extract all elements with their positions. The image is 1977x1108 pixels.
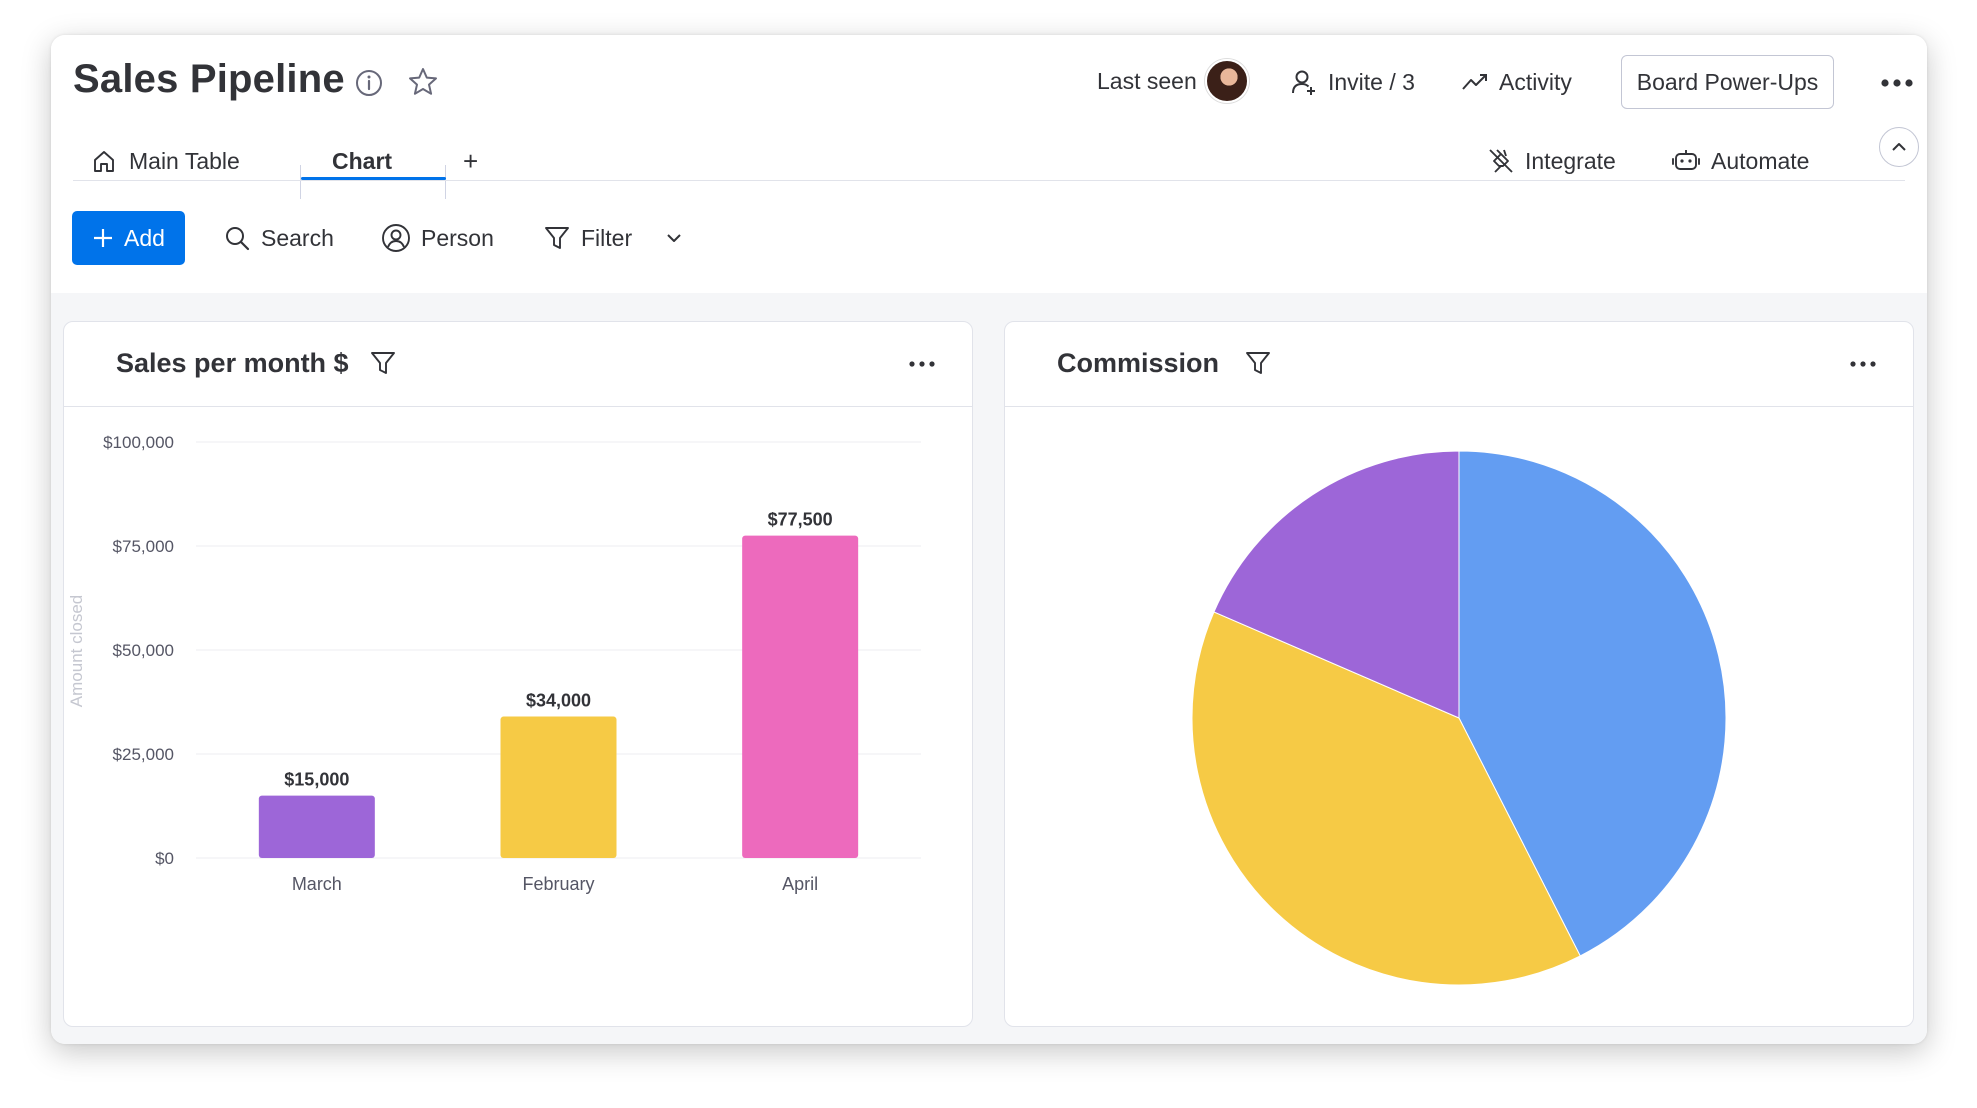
add-person-icon <box>1292 70 1315 95</box>
last-seen-label: Last seen <box>1097 67 1197 94</box>
widget-header: Sales per month $ <box>64 322 972 407</box>
y-tick-label: $75,000 <box>113 537 174 556</box>
filter-button[interactable]: Filter <box>543 218 632 258</box>
bar-february[interactable] <box>500 716 617 858</box>
activity-button[interactable]: Activity <box>1461 62 1572 102</box>
robot-icon <box>1672 150 1700 170</box>
pie-slice[interactable] <box>1213 450 1460 719</box>
search-button[interactable]: Search <box>223 218 334 258</box>
avatar[interactable] <box>1204 59 1249 103</box>
pie-slice[interactable] <box>1458 450 1727 957</box>
board-window: Sales Pipeline Last seen Invite / 3 Acti… <box>51 35 1927 1044</box>
person-filter-button[interactable]: Person <box>381 218 494 258</box>
invite-button[interactable]: Invite / 3 <box>1290 62 1415 102</box>
x-tick-label: February <box>522 874 594 894</box>
header-divider <box>73 180 1905 181</box>
person-label: Person <box>421 224 494 251</box>
x-tick-label: April <box>782 874 818 894</box>
commission-chart-widget: Commission <box>1004 321 1914 1027</box>
integrate-button[interactable]: Integrate <box>1487 141 1616 181</box>
activity-label: Activity <box>1499 68 1572 95</box>
tab-label: Chart <box>332 147 393 174</box>
integrate-label: Integrate <box>1525 147 1616 174</box>
automate-button[interactable]: Automate <box>1671 141 1809 181</box>
add-button[interactable]: Add <box>72 211 185 265</box>
tab-main-table[interactable]: Main Table <box>91 141 240 181</box>
y-tick-label: $25,000 <box>113 745 174 764</box>
bar-chart: $0 $25,000 $50,000 $75,000 $100,000 $15,000 $… <box>67 433 921 894</box>
search-label: Search <box>261 224 334 251</box>
bar-march[interactable] <box>258 795 375 858</box>
active-tab-indicator <box>301 177 446 180</box>
star-icon[interactable] <box>405 64 441 100</box>
y-tick-label: $100,000 <box>103 433 174 452</box>
plus-icon <box>94 229 113 247</box>
search-icon <box>226 227 250 251</box>
filter-icon[interactable] <box>366 346 400 380</box>
board-header: Sales Pipeline Last seen Invite / 3 Acti… <box>51 35 1927 293</box>
filter-icon <box>545 227 569 249</box>
x-tick-label: March <box>292 874 342 894</box>
chevron-up-icon <box>1892 143 1906 151</box>
person-circle-icon <box>382 224 410 252</box>
bar-value-label: $34,000 <box>526 691 591 711</box>
info-icon[interactable] <box>351 65 387 101</box>
add-label: Add <box>124 224 165 251</box>
bar-value-label: $15,000 <box>284 770 349 790</box>
pie-chart <box>1191 450 1727 986</box>
widget-title: Commission <box>1057 348 1220 378</box>
y-axis-label: Amount closed <box>67 595 86 707</box>
widget-more-icon[interactable] <box>1847 350 1879 378</box>
plug-icon <box>1489 149 1513 173</box>
tab-chart[interactable]: Chart <box>332 141 392 181</box>
chevron-down-icon[interactable] <box>661 225 687 251</box>
collapse-header-button[interactable] <box>1879 127 1919 167</box>
widget-title: Sales per month $ <box>116 348 349 378</box>
widget-more-icon[interactable] <box>906 350 938 378</box>
widget-header: Commission <box>1005 322 1913 407</box>
dashboard-area: Sales per month $ $0 $25,000 $50,000 $75,00… <box>51 293 1927 1044</box>
tab-label: Main Table <box>129 147 240 174</box>
trend-icon <box>1462 74 1487 90</box>
tab-divider <box>300 165 301 199</box>
bar-value-label: $77,500 <box>768 510 833 530</box>
board-power-ups-button[interactable]: Board Power-Ups <box>1621 55 1834 109</box>
sales-chart-widget: Sales per month $ $0 $25,000 $50,000 $75,00… <box>63 321 973 1027</box>
y-tick-label: $50,000 <box>113 641 174 660</box>
board-title[interactable]: Sales Pipeline <box>73 57 345 101</box>
add-view-button[interactable]: + <box>463 145 479 176</box>
filter-icon[interactable] <box>1241 346 1275 380</box>
home-icon <box>94 151 114 172</box>
last-seen[interactable]: Last seen <box>1097 59 1249 103</box>
invite-label: Invite / 3 <box>1328 68 1415 95</box>
tab-divider <box>445 165 446 199</box>
bar-april[interactable] <box>742 535 859 858</box>
more-options-icon[interactable] <box>1875 65 1919 101</box>
filter-label: Filter <box>581 224 633 251</box>
pie-slice[interactable] <box>1191 611 1581 986</box>
y-tick-label: $0 <box>155 849 174 868</box>
automate-label: Automate <box>1711 147 1810 174</box>
